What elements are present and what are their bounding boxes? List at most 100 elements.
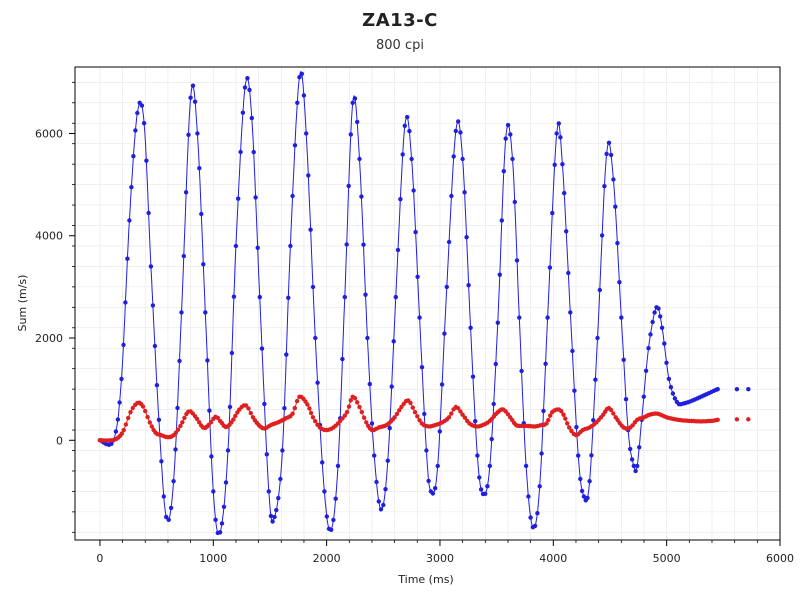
data-point bbox=[611, 177, 616, 182]
data-point bbox=[570, 348, 575, 354]
data-point bbox=[567, 425, 572, 430]
data-point bbox=[437, 429, 442, 434]
data-point bbox=[313, 335, 318, 341]
data-point bbox=[299, 71, 304, 77]
data-point bbox=[233, 243, 239, 249]
data-point bbox=[255, 245, 260, 250]
data-point bbox=[528, 515, 533, 520]
data-point bbox=[734, 417, 740, 422]
data-point bbox=[141, 121, 147, 126]
data-point bbox=[392, 415, 397, 420]
data-point bbox=[145, 414, 150, 420]
data-point bbox=[409, 156, 414, 162]
data-point bbox=[668, 385, 674, 390]
data-point bbox=[410, 405, 415, 410]
data-point bbox=[247, 87, 252, 93]
data-point bbox=[227, 404, 233, 410]
data-point bbox=[304, 131, 309, 136]
data-point bbox=[561, 412, 566, 417]
data-point bbox=[597, 287, 602, 293]
data-point bbox=[422, 411, 427, 417]
data-point bbox=[381, 502, 386, 508]
data-point bbox=[307, 406, 312, 411]
data-point bbox=[195, 131, 200, 136]
data-point bbox=[231, 294, 237, 299]
data-point bbox=[251, 149, 256, 155]
data-point bbox=[143, 408, 148, 414]
data-point bbox=[670, 391, 676, 396]
data-point bbox=[619, 315, 624, 320]
data-point bbox=[147, 420, 152, 425]
data-point bbox=[499, 218, 504, 223]
data-point bbox=[477, 475, 482, 480]
data-point bbox=[126, 415, 131, 421]
data-point bbox=[613, 204, 618, 209]
data-point bbox=[236, 196, 241, 201]
data-point bbox=[535, 511, 540, 516]
data-point bbox=[637, 445, 642, 450]
data-point bbox=[117, 400, 122, 405]
data-point bbox=[544, 421, 549, 426]
data-point bbox=[519, 368, 524, 374]
data-point bbox=[611, 411, 616, 416]
data-point bbox=[643, 368, 649, 373]
data-point bbox=[628, 446, 633, 452]
data-point bbox=[617, 280, 622, 285]
data-point bbox=[446, 239, 452, 245]
data-point bbox=[197, 166, 202, 171]
data-point bbox=[242, 85, 248, 90]
data-point bbox=[444, 284, 449, 290]
data-point bbox=[301, 93, 307, 98]
data-point bbox=[646, 346, 651, 351]
data-point bbox=[166, 517, 171, 522]
data-point bbox=[208, 420, 214, 425]
data-point bbox=[266, 489, 271, 494]
data-point bbox=[374, 479, 379, 485]
data-point bbox=[510, 156, 515, 162]
data-point bbox=[139, 103, 145, 108]
data-point bbox=[292, 405, 297, 411]
data-point bbox=[608, 152, 614, 158]
data-point bbox=[333, 496, 338, 501]
x-tick-label: 4000 bbox=[539, 552, 567, 565]
data-point bbox=[109, 441, 114, 446]
data-point bbox=[257, 294, 262, 300]
data-point bbox=[310, 284, 316, 290]
data-point bbox=[288, 243, 293, 249]
data-point bbox=[629, 457, 635, 462]
data-point bbox=[355, 119, 360, 125]
data-point bbox=[505, 122, 511, 128]
data-point bbox=[238, 149, 243, 155]
data-point bbox=[168, 505, 174, 511]
y-axis-label: Sum (m/s) bbox=[16, 275, 29, 332]
data-point bbox=[180, 420, 185, 425]
data-point bbox=[119, 431, 125, 436]
x-tick-label: 5000 bbox=[653, 552, 681, 565]
data-point bbox=[604, 151, 609, 157]
data-point bbox=[183, 190, 189, 195]
data-point bbox=[585, 495, 590, 501]
data-point bbox=[128, 410, 133, 415]
data-point bbox=[478, 487, 484, 492]
data-point bbox=[245, 76, 250, 81]
data-point bbox=[666, 376, 672, 382]
data-point bbox=[149, 424, 154, 429]
data-point bbox=[217, 530, 223, 535]
data-point bbox=[546, 417, 551, 423]
data-point bbox=[635, 463, 640, 469]
x-tick-label: 1000 bbox=[199, 552, 227, 565]
data-point bbox=[290, 193, 295, 199]
data-point bbox=[578, 476, 583, 482]
plot-frame bbox=[74, 66, 781, 541]
data-point bbox=[225, 448, 231, 453]
data-point bbox=[131, 154, 136, 159]
data-point bbox=[621, 357, 626, 362]
data-point bbox=[417, 418, 422, 423]
data-point bbox=[532, 523, 538, 529]
y-tick-label: 6000 bbox=[35, 127, 63, 140]
data-point bbox=[389, 384, 394, 389]
data-point bbox=[197, 420, 202, 425]
data-point bbox=[568, 310, 573, 315]
data-point bbox=[179, 310, 184, 315]
data-point bbox=[407, 128, 412, 134]
